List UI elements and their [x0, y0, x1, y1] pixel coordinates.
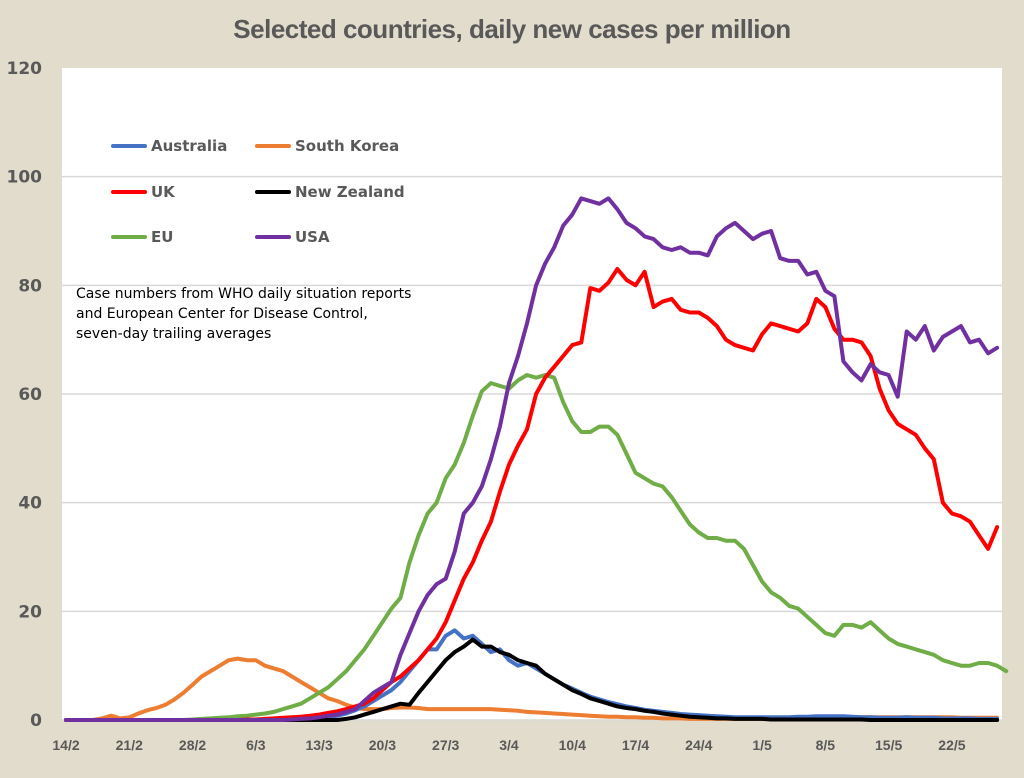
legend-label: Australia [151, 137, 227, 155]
annotation-line: seven-day trailing averages [76, 326, 271, 342]
legend-item-usa: USA [255, 228, 330, 246]
legend-label: EU [151, 228, 173, 246]
y-tick-label: 40 [18, 494, 42, 514]
x-tick-label: 10/4 [559, 737, 586, 753]
y-tick-label: 80 [18, 276, 42, 296]
annotation-line: Case numbers from WHO daily situation re… [76, 286, 411, 302]
series-lines [64, 196, 1009, 722]
x-tick-label: 27/3 [432, 737, 459, 753]
legend-item-australia: Australia [111, 137, 227, 155]
x-tick-label: 3/4 [499, 737, 519, 753]
annotation: Case numbers from WHO daily situation re… [76, 286, 411, 342]
legend-item-eu: EU [111, 228, 173, 246]
series-line-eu [64, 373, 1009, 722]
legend-label: New Zealand [295, 183, 405, 201]
legend-item-new-zealand: New Zealand [255, 183, 405, 201]
x-tick-label: 13/3 [305, 737, 332, 753]
x-tick-label: 1/5 [752, 737, 772, 753]
y-tick-label: 120 [7, 59, 43, 79]
chart-title: Selected countries, daily new cases per … [233, 14, 791, 44]
legend-label: South Korea [295, 137, 399, 155]
legend: Australia South Korea UK New Zealand EU USA [111, 137, 405, 246]
annotation-line: and European Center for Disease Control, [76, 306, 368, 322]
legend-label: USA [295, 228, 330, 246]
y-tick-label: 60 [18, 385, 42, 405]
x-tick-label: 28/2 [179, 737, 206, 753]
x-tick-label: 20/3 [369, 737, 396, 753]
x-tick-label: 17/4 [622, 737, 649, 753]
y-tick-label: 0 [30, 711, 42, 731]
x-tick-label: 24/4 [685, 737, 712, 753]
y-tick-label: 20 [18, 602, 42, 622]
x-tick-label: 21/2 [116, 737, 143, 753]
legend-item-uk: UK [111, 183, 176, 201]
y-tick-label: 100 [7, 168, 43, 188]
y-axis-ticks: 0 20 40 60 80 100 120 [7, 59, 43, 731]
x-axis-ticks: 14/2 21/2 28/2 6/3 13/3 20/3 27/3 3/4 10/4 17/4 24… [52, 737, 965, 753]
x-tick-label: 22/5 [938, 737, 965, 753]
legend-item-south-korea: South Korea [255, 137, 399, 155]
legend-label: UK [151, 183, 176, 201]
x-tick-label: 15/5 [875, 737, 902, 753]
series-line-usa [64, 196, 1000, 722]
x-tick-label: 8/5 [816, 737, 836, 753]
x-tick-label: 14/2 [52, 737, 79, 753]
x-tick-label: 6/3 [246, 737, 266, 753]
